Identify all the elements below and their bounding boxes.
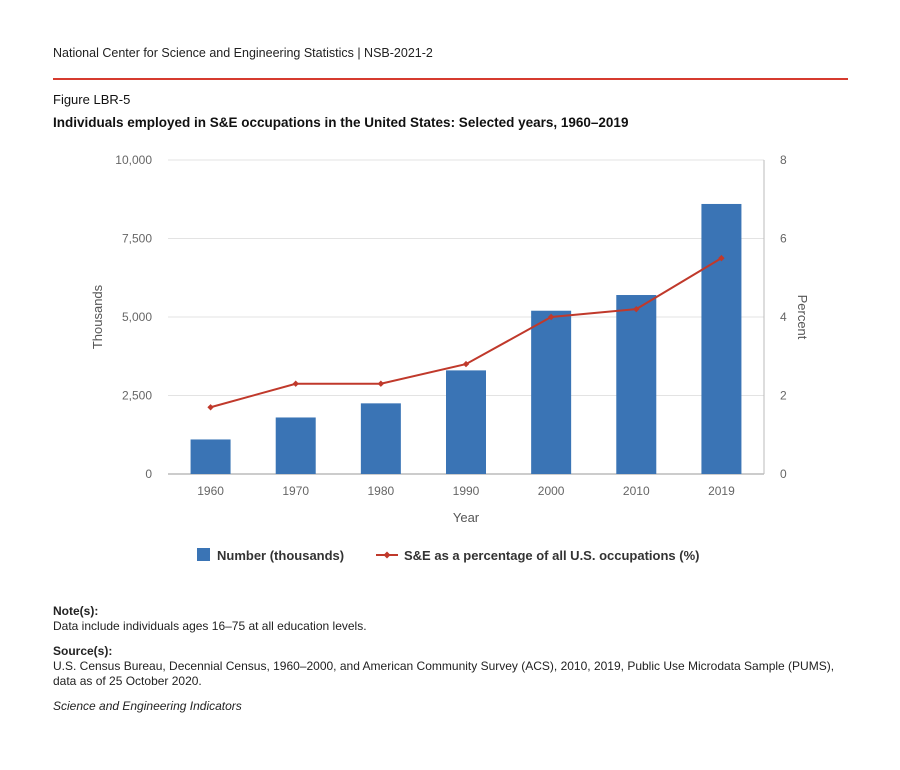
y-tick-label: 2,500	[122, 389, 152, 403]
header-divider	[53, 78, 848, 80]
y2-tick-label: 6	[780, 232, 787, 246]
x-tick-label: 1960	[197, 484, 224, 498]
line-point-1990	[462, 360, 470, 368]
sources-section: Source(s): U.S. Census Bureau, Decennial…	[53, 644, 843, 689]
line-point-2019	[718, 254, 725, 262]
figure-label: Figure LBR-5	[53, 92, 131, 107]
x-tick-label: 2019	[708, 484, 735, 498]
x-tick-label: 2010	[623, 484, 650, 498]
bar-1970	[275, 417, 316, 474]
source-header: Source(s):	[53, 644, 113, 658]
note-header: Note(s):	[53, 604, 99, 618]
notes-section: Note(s): Data include individuals ages 1…	[53, 604, 367, 634]
chart: 0 2,500 5,000 7,500 10,000 0 2 4 6 8 1960 1970 1980 1…	[90, 153, 810, 563]
y2-tick-label: 2	[780, 389, 787, 403]
line-point-1960	[207, 404, 214, 411]
bar-1990	[446, 370, 486, 474]
x-tick-label: 1990	[453, 484, 480, 498]
bar-1980	[360, 403, 401, 474]
bar-2010	[616, 295, 657, 474]
line-series	[207, 254, 725, 411]
y2-tick-label: 8	[780, 153, 787, 167]
line-point-2000	[547, 313, 555, 321]
axes: 0 2,500 5,000 7,500 10,000 0 2 4 6 8 1960 1970 1980 1…	[90, 153, 810, 525]
legend: Number (thousands) S&E as a percentage of…	[197, 548, 699, 563]
x-tick-label: 2000	[538, 484, 565, 498]
line-point-2010	[633, 305, 640, 313]
legend-line-label: S&E as a percentage of all U.S. occupati…	[404, 548, 699, 563]
y2-axis-title: Percent	[795, 295, 810, 340]
line-point-1980	[377, 380, 385, 387]
x-tick-label: 1970	[282, 484, 309, 498]
legend-bar-swatch	[197, 548, 210, 561]
header-org-line: National Center for Science and Engineer…	[53, 46, 433, 60]
source-text: U.S. Census Bureau, Decennial Census, 19…	[53, 659, 835, 688]
y2-tick-label: 4	[780, 310, 787, 324]
legend-bar-label: Number (thousands)	[217, 548, 344, 563]
y-tick-label: 5,000	[122, 310, 152, 324]
bar-2019	[701, 203, 742, 474]
y-axis-title: Thousands	[90, 284, 105, 349]
bar-1960	[190, 439, 231, 474]
y-tick-label: 0	[145, 467, 152, 481]
legend-line-marker	[383, 551, 391, 559]
gridlines	[168, 159, 764, 475]
line-point-1970	[292, 380, 299, 387]
publication-name: Science and Engineering Indicators	[53, 699, 242, 713]
x-tick-label: 1980	[368, 484, 395, 498]
bar-series	[190, 203, 742, 474]
bar-2000	[531, 310, 572, 474]
figure-title: Individuals employed in S&E occupations …	[53, 115, 629, 130]
x-axis-title: Year	[453, 510, 480, 525]
y-tick-label: 7,500	[122, 232, 152, 246]
y2-tick-label: 0	[780, 467, 787, 481]
note-text: Data include individuals ages 16–75 at a…	[53, 619, 367, 633]
y-tick-label: 10,000	[115, 153, 152, 167]
